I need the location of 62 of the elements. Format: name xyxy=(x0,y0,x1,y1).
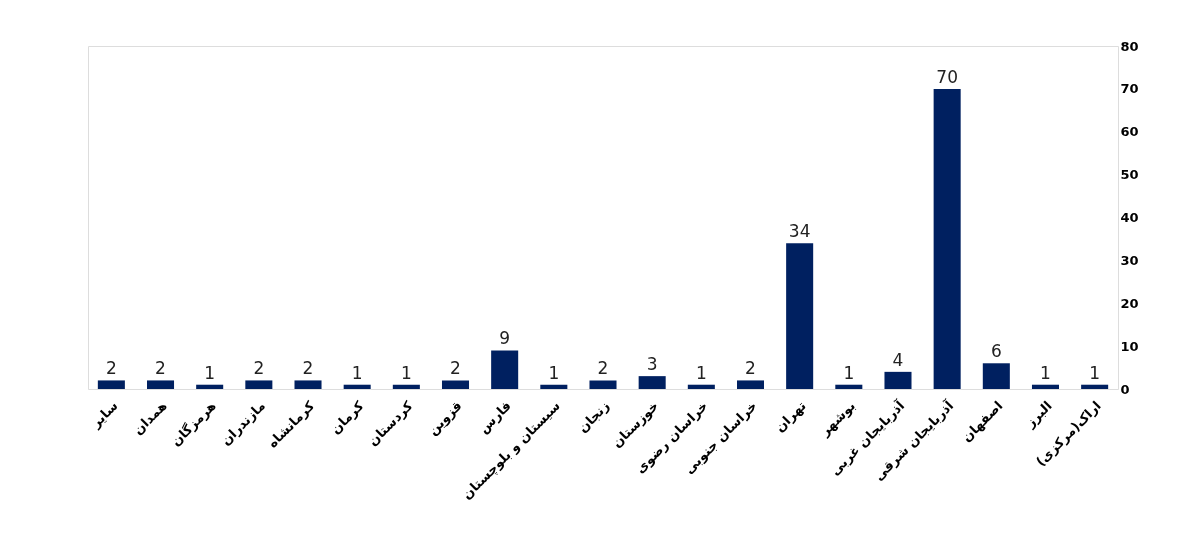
bar xyxy=(97,380,125,389)
data-label: 1 xyxy=(204,362,216,383)
data-label: 1 xyxy=(400,362,412,383)
y-tick-label: 10 xyxy=(1120,338,1139,354)
bar xyxy=(343,384,371,389)
y-tick-label: 0 xyxy=(1120,381,1130,397)
data-label: 9 xyxy=(499,328,511,349)
data-label: 6 xyxy=(990,341,1002,362)
data-label: 3 xyxy=(646,354,658,375)
data-label: 1 xyxy=(1089,362,1101,383)
x-tick-label: قزوین xyxy=(424,398,465,438)
bar xyxy=(441,380,470,389)
bar xyxy=(786,243,814,389)
bar xyxy=(147,380,175,389)
y-tick-label: 80 xyxy=(1120,38,1139,54)
bar xyxy=(638,376,666,389)
data-label: 1 xyxy=(843,362,855,383)
bar xyxy=(196,384,224,389)
data-label: 2 xyxy=(450,358,461,379)
x-tick-label: تهران xyxy=(772,398,809,435)
bar xyxy=(933,88,961,389)
bar xyxy=(1031,384,1059,389)
bar xyxy=(491,350,519,389)
data-label: 34 xyxy=(788,221,811,242)
bar xyxy=(736,380,765,389)
bar xyxy=(982,363,1010,389)
data-label: 2 xyxy=(745,358,756,379)
data-label: 2 xyxy=(105,358,117,379)
data-label: 1 xyxy=(1040,362,1051,383)
y-tick-label: 30 xyxy=(1120,252,1139,268)
data-label: 2 xyxy=(597,358,609,379)
y-tick-label: 20 xyxy=(1120,295,1139,311)
y-tick-label: 40 xyxy=(1120,210,1139,225)
x-tick-label: اصفهان xyxy=(958,398,1006,445)
data-label: 70 xyxy=(936,66,958,87)
x-tick-label: کرمان xyxy=(327,397,367,437)
data-label: 1 xyxy=(548,362,560,383)
x-tick-label: سایر xyxy=(87,398,121,432)
x-tick-label: زنجان xyxy=(574,398,613,436)
data-label: 1 xyxy=(351,362,363,383)
bar xyxy=(835,384,863,389)
bar xyxy=(392,384,420,389)
bar xyxy=(245,380,273,389)
bar xyxy=(540,384,568,389)
bar xyxy=(589,380,617,389)
bar xyxy=(687,384,715,389)
data-label: 2 xyxy=(155,358,166,379)
bar xyxy=(1081,384,1109,389)
x-tick-label: هرمزگان xyxy=(168,398,219,449)
data-label: 4 xyxy=(892,349,904,370)
y-tick-label: 70 xyxy=(1120,81,1139,97)
x-tick-label: همدان xyxy=(130,398,170,438)
data-label: 1 xyxy=(695,362,707,383)
bar xyxy=(294,380,322,389)
x-tick-label: بوشهر xyxy=(816,398,859,440)
bar xyxy=(884,371,912,389)
x-tick-label: کردستان xyxy=(365,397,416,449)
y-tick-label: 50 xyxy=(1120,167,1139,183)
data-label: 2 xyxy=(302,358,314,379)
y-tick-label: 60 xyxy=(1120,124,1139,140)
data-label: 2 xyxy=(253,358,265,379)
x-tick-label: فارس xyxy=(475,398,514,437)
